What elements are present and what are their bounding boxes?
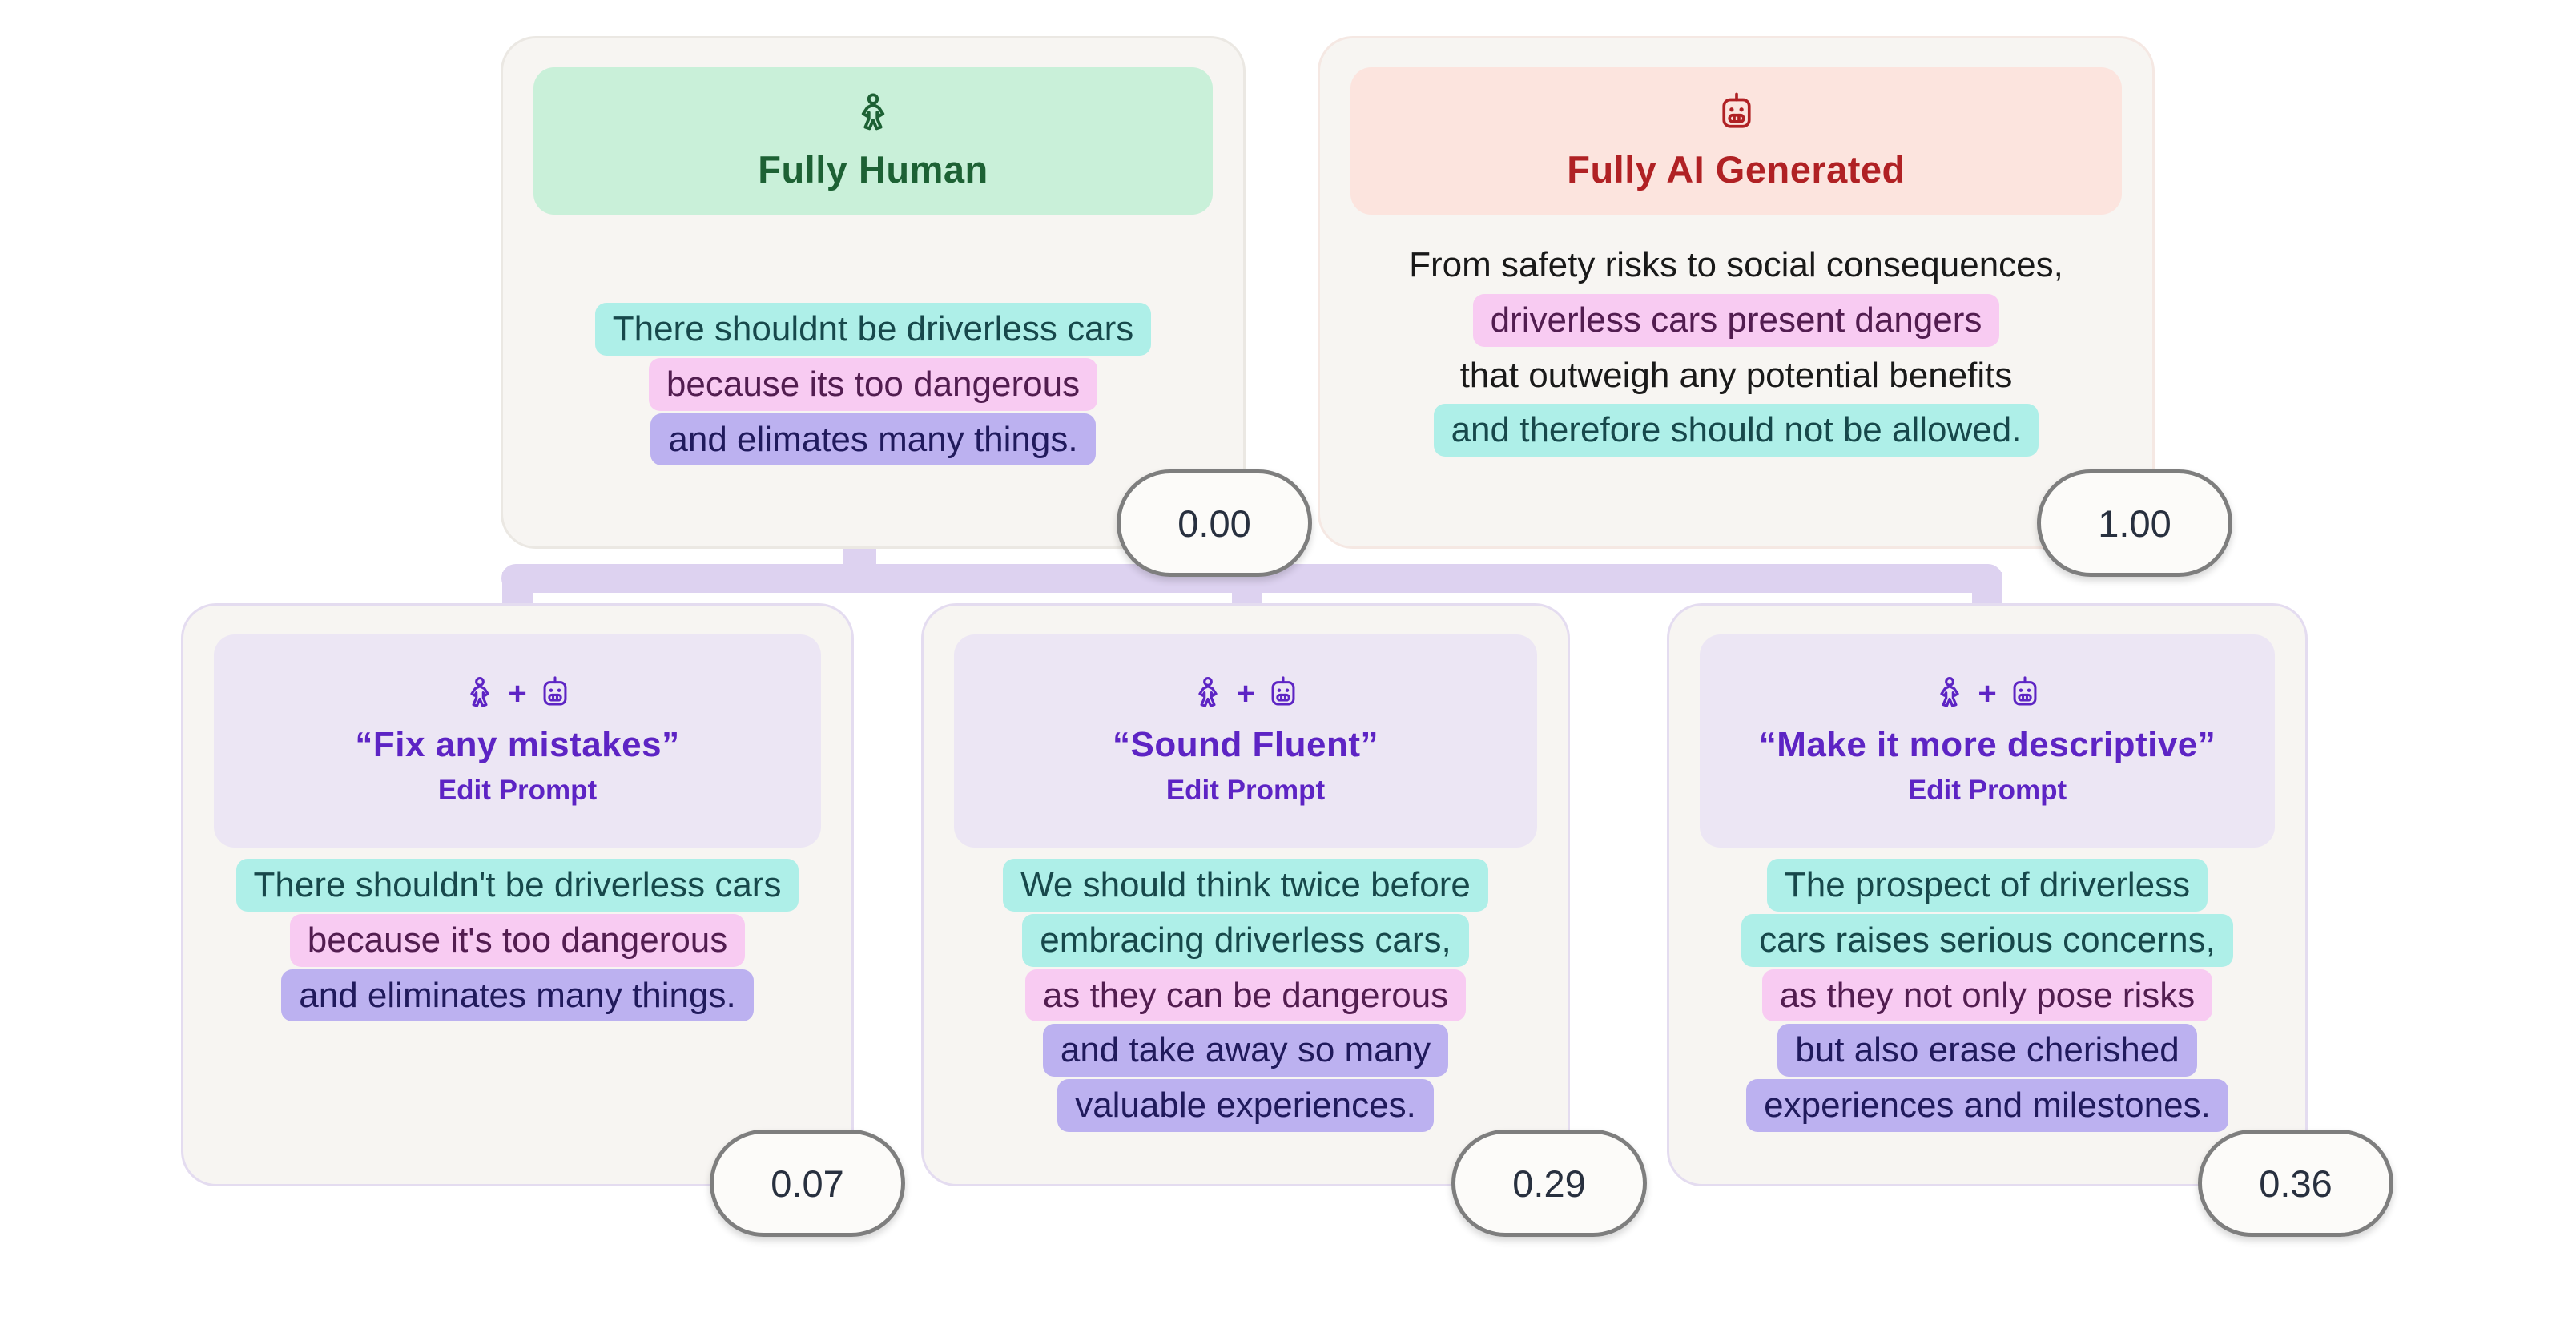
robot-icon <box>537 675 574 712</box>
fully-ai-card: Fully AI Generated From safety risks to … <box>1318 36 2155 549</box>
prompt-title: “Sound Fluent” <box>1112 725 1379 764</box>
card-text: We should think twice before embracing d… <box>933 859 1558 1133</box>
human-plus-ai-icons: + <box>1931 675 2043 712</box>
text-line: but also erase cherished <box>1777 1024 2197 1077</box>
revision-card-header: + “Fix any mistakes” Edit Prompt <box>214 634 821 848</box>
revision-card-sound-fluent: + “Sound Fluent” Edit Prompt We should t… <box>921 603 1570 1186</box>
card-title: Fully Human <box>758 147 988 191</box>
text-line: that outweigh any potential benefits <box>1459 355 2013 395</box>
score-badge-fully-ai: 1.00 <box>2037 469 2232 577</box>
text-line: There shouldn't be driverless cars <box>235 859 799 912</box>
text-line: driverless cars present dangers <box>1472 293 2000 347</box>
score-value: 0.29 <box>1512 1162 1586 1205</box>
text-line: and elimates many things. <box>650 413 1096 466</box>
revision-card-header: + “Sound Fluent” Edit Prompt <box>954 634 1537 848</box>
text-line: embracing driverless cars, <box>1022 913 1469 967</box>
person-icon <box>1189 675 1226 712</box>
plus-separator: + <box>1978 676 1997 711</box>
text-line: experiences and milestones. <box>1746 1079 2228 1133</box>
card-title: Fully AI Generated <box>1567 147 1906 191</box>
robot-icon <box>1265 675 1302 712</box>
score-value: 1.00 <box>2098 501 2171 545</box>
card-text: The prospect of driverless cars raises s… <box>1679 859 2296 1133</box>
robot-icon <box>2006 675 2043 712</box>
edit-prompt-button[interactable]: Edit Prompt <box>1165 775 1326 806</box>
text-line: We should think twice before <box>1003 859 1488 912</box>
score-value: 0.00 <box>1177 501 1251 545</box>
person-icon <box>461 675 498 712</box>
card-text: From safety risks to social consequences… <box>1330 239 2143 457</box>
text-line: The prospect of driverless <box>1766 859 2208 912</box>
text-line: because its too dangerous <box>648 357 1098 411</box>
human-plus-ai-icons: + <box>461 675 573 712</box>
prompt-title: “Make it more descriptive” <box>1758 725 2216 764</box>
text-line: and take away so many <box>1042 1024 1449 1077</box>
card-text: There shouldnt be driverless cars becaus… <box>513 303 1234 466</box>
person-icon <box>851 91 896 136</box>
text-line: From safety risks to social consequences… <box>1409 245 2063 284</box>
edit-prompt-button[interactable]: Edit Prompt <box>1907 775 2067 806</box>
text-line: because it's too dangerous <box>289 913 746 967</box>
text-line: as they can be dangerous <box>1024 969 1467 1022</box>
plus-separator: + <box>508 676 527 711</box>
text-line: valuable experiences. <box>1057 1079 1434 1133</box>
score-badge-fully-human: 0.00 <box>1117 469 1312 577</box>
plus-separator: + <box>1236 676 1255 711</box>
person-icon <box>1931 675 1968 712</box>
score-value: 0.07 <box>771 1162 844 1205</box>
score-badge-more-descriptive: 0.36 <box>2198 1130 2393 1237</box>
revision-card-more-descriptive: + “Make it more descriptive” Edit Prompt… <box>1667 603 2308 1186</box>
text-line: cars raises serious concerns, <box>1741 913 2233 967</box>
fully-human-card: Fully Human There shouldnt be driverless… <box>501 36 1246 549</box>
fully-ai-header: Fully AI Generated <box>1350 67 2122 215</box>
text-line: as they not only pose risks <box>1761 969 2213 1022</box>
score-badge-sound-fluent: 0.29 <box>1451 1130 1647 1237</box>
text-line: and eliminates many things. <box>281 969 754 1022</box>
score-badge-fix-mistakes: 0.07 <box>710 1130 905 1237</box>
revision-card-header: + “Make it more descriptive” Edit Prompt <box>1700 634 2275 848</box>
robot-icon <box>1714 91 1759 136</box>
prompt-title: “Fix any mistakes” <box>355 725 680 764</box>
edit-prompt-button[interactable]: Edit Prompt <box>437 775 598 806</box>
text-line: There shouldnt be driverless cars <box>594 303 1152 356</box>
score-value: 0.36 <box>2259 1162 2332 1205</box>
card-text: There shouldn't be driverless cars becau… <box>193 859 842 1022</box>
human-plus-ai-icons: + <box>1189 675 1301 712</box>
fully-human-header: Fully Human <box>533 67 1213 215</box>
revision-card-fix-mistakes: + “Fix any mistakes” Edit Prompt There s… <box>181 603 854 1186</box>
text-line: and therefore should not be allowed. <box>1433 404 2039 457</box>
